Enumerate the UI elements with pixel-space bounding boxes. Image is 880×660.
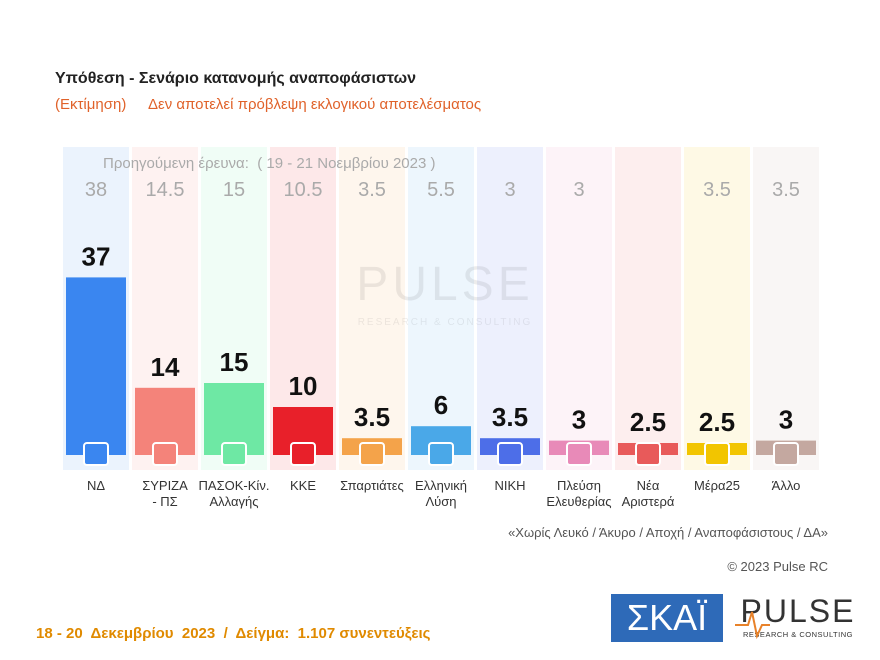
x-tick-label: ΝΔ bbox=[86, 478, 106, 493]
value-label: 6 bbox=[434, 390, 448, 420]
skai-logo-box bbox=[611, 594, 723, 642]
previous-value: 38 bbox=[85, 179, 107, 201]
previous-value: 3 bbox=[573, 179, 584, 201]
subtitle: (Εκτίμηση) bbox=[55, 96, 127, 113]
chart-title: Υπόθεση - Σενάριο κατανομής αναποφάσιστω… bbox=[55, 70, 416, 87]
value-label: 3.5 bbox=[492, 402, 528, 432]
pulse-logo: PULSE bbox=[741, 593, 856, 629]
skai-logo: ΣΚΑΪ bbox=[627, 597, 707, 638]
x-tick-label: Πλεύση Ελευθερίας bbox=[546, 478, 612, 509]
previous-value: 3.5 bbox=[772, 179, 800, 201]
value-label: 37 bbox=[82, 241, 111, 271]
party-icon bbox=[428, 442, 454, 466]
value-label: 2.5 bbox=[699, 407, 735, 437]
x-tick-label: ΣΥΡΙΖΑ - ΠΣ bbox=[142, 478, 188, 509]
previous-value: 3.5 bbox=[703, 179, 731, 201]
pulse-logo-wave bbox=[735, 611, 770, 640]
column-background bbox=[753, 147, 819, 470]
previous-value: 10.5 bbox=[284, 179, 323, 201]
column-background bbox=[408, 147, 474, 470]
watermark: PULSE bbox=[356, 258, 533, 311]
party-icon bbox=[359, 442, 385, 466]
x-tick-label: Σπαρτιάτες bbox=[340, 478, 404, 493]
x-tick-label: Άλλο bbox=[771, 478, 801, 493]
previous-value: 5.5 bbox=[427, 179, 455, 201]
subtitle: Δεν αποτελεί πρόβλεψη εκλογικού αποτελέσ… bbox=[148, 96, 482, 113]
x-tick-label: ΠΑΣΟΚ-Κίν. Αλλαγής bbox=[198, 478, 270, 509]
party-icon bbox=[221, 442, 247, 466]
survey-info: 18 - 20 Δεκεμβρίου 2023 / Δείγμα: 1.107 … bbox=[36, 625, 431, 642]
x-tick-label: Μέρα25 bbox=[694, 478, 740, 493]
value-label: 3 bbox=[779, 405, 793, 435]
x-tick-label: ΝΙΚΗ bbox=[494, 478, 526, 493]
value-label: 2.5 bbox=[630, 407, 666, 437]
column-background bbox=[546, 147, 612, 470]
party-icon bbox=[83, 442, 109, 466]
pulse-tagline: RESEARCH & CONSULTING bbox=[743, 630, 853, 639]
footnote: «Χωρίς Λευκό / Άκυρο / Αποχή / Αναποφάσι… bbox=[508, 525, 828, 540]
column-background bbox=[339, 147, 405, 470]
previous-value: 3.5 bbox=[358, 179, 386, 201]
column-background bbox=[615, 147, 681, 470]
x-tick-label: ΚΚΕ bbox=[289, 478, 316, 493]
value-label: 14 bbox=[151, 352, 180, 382]
party-icon bbox=[152, 442, 178, 466]
x-tick-label: Ελληνική Λύση bbox=[414, 478, 468, 509]
x-tick-label: Νέα Αριστερά bbox=[621, 478, 675, 509]
party-icon bbox=[635, 442, 661, 466]
value-label: 10 bbox=[289, 371, 318, 401]
party-icon bbox=[704, 442, 730, 466]
value-label: 3.5 bbox=[354, 402, 390, 432]
previous-value: 15 bbox=[223, 179, 245, 201]
party-icon bbox=[290, 442, 316, 466]
value-label: 3 bbox=[572, 405, 586, 435]
previous-value: 14.5 bbox=[146, 179, 185, 201]
previous-label: Προηγούμενη έρευνα: ( 19 - 21 Νοεμβρίου … bbox=[103, 155, 436, 172]
value-label: 15 bbox=[220, 347, 249, 377]
party-icon bbox=[566, 442, 592, 466]
bar bbox=[66, 277, 126, 455]
party-icon bbox=[497, 442, 523, 466]
previous-value: 3 bbox=[504, 179, 515, 201]
watermark-tagline: RESEARCH & CONSULTING bbox=[358, 317, 533, 328]
column-background bbox=[684, 147, 750, 470]
party-icon bbox=[773, 442, 799, 466]
column-background bbox=[477, 147, 543, 470]
copyright: © 2023 Pulse RC bbox=[727, 559, 828, 574]
